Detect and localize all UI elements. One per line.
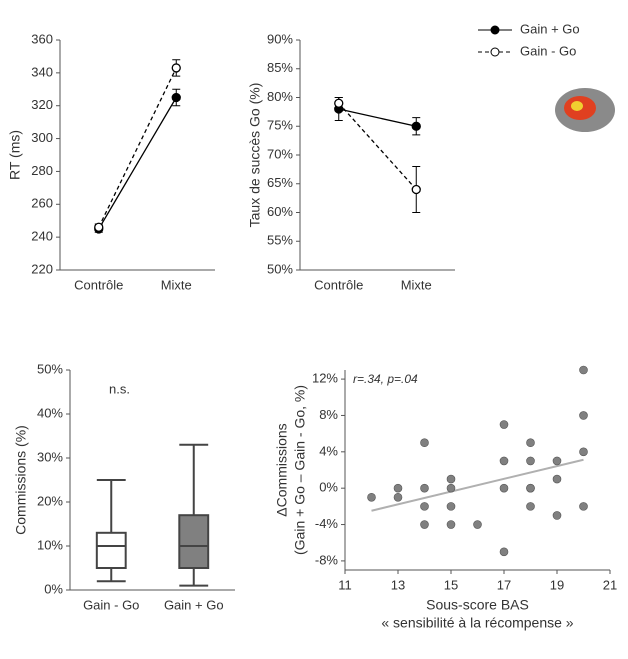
series-line (338, 108, 417, 127)
y-tick-label: 300 (31, 130, 53, 145)
y-tick-label: 340 (31, 64, 53, 79)
y-tick-label: 0% (319, 480, 338, 495)
y-tick-label: 90% (267, 31, 293, 46)
legend-marker (490, 25, 500, 35)
point (499, 547, 509, 557)
y-tick-label: 12% (312, 371, 338, 386)
point (579, 502, 588, 511)
x-tick-label: Contrôle (314, 277, 363, 292)
series-line (98, 97, 177, 230)
point (473, 520, 482, 529)
point (526, 456, 535, 466)
y-tick-label: 50% (267, 261, 293, 276)
point (579, 411, 588, 420)
marker (334, 98, 344, 108)
marker (411, 184, 421, 195)
legend-marker (490, 47, 500, 57)
x-tick-label: 11 (338, 577, 352, 592)
y-tick-label: 320 (31, 97, 53, 112)
y-tick-label: 80% (267, 89, 293, 104)
x-tick-label: Contrôle (74, 277, 123, 292)
point (446, 483, 456, 493)
point (420, 438, 429, 448)
y-tick-label: 0% (44, 581, 63, 596)
marker (94, 222, 104, 232)
y-tick-label: 20% (37, 493, 63, 508)
x-tick-label: Gain - Go (83, 597, 139, 612)
x-axis-label: « sensibilité à la récompense » (381, 615, 573, 631)
point (499, 456, 509, 466)
marker (171, 63, 181, 73)
y-tick-label: 280 (31, 163, 53, 178)
point (420, 520, 429, 529)
y-tick-label: -8% (315, 552, 339, 567)
x-tick-label: 15 (444, 577, 458, 592)
legend-label: Gain - Go (520, 43, 576, 58)
point (367, 492, 376, 502)
y-tick-label: 260 (31, 196, 53, 211)
x-tick-label: Mixte (401, 277, 432, 292)
y-tick-label: 75% (267, 118, 293, 133)
point (552, 456, 562, 466)
box (178, 514, 210, 570)
point (526, 438, 535, 448)
y-tick-label: 85% (267, 60, 293, 75)
y-tick-label: 360 (31, 31, 53, 46)
point (526, 483, 535, 493)
marker (171, 92, 181, 103)
point (420, 502, 429, 511)
x-tick-label: Gain + Go (164, 597, 224, 612)
y-axis-label: Commissions (%) (13, 425, 29, 535)
y-tick-label: 8% (319, 407, 338, 422)
point (579, 447, 588, 457)
y-tick-label: 55% (267, 233, 293, 248)
x-tick-label: 21 (603, 577, 617, 592)
point (552, 511, 562, 520)
point (499, 420, 509, 429)
box (95, 531, 127, 569)
y-axis-label: (Gain + Go – Gain - Go, %) (292, 385, 308, 555)
annotation: n.s. (109, 381, 130, 396)
brain-thumbnail (555, 88, 615, 132)
y-axis-label: RT (ms) (7, 130, 23, 180)
point (446, 502, 456, 511)
point (446, 474, 456, 484)
series-line (338, 102, 417, 190)
x-tick-label: 19 (550, 577, 564, 592)
y-tick-label: 60% (267, 204, 293, 219)
y-axis-label: ΔCommissions (274, 423, 290, 516)
point (579, 365, 588, 375)
point (526, 502, 535, 511)
y-tick-label: 240 (31, 229, 53, 244)
marker (411, 121, 421, 131)
y-tick-label: 65% (267, 175, 293, 190)
y-tick-label: 4% (319, 443, 338, 458)
annotation: r=.34, p=.04 (353, 372, 418, 386)
x-tick-label: 13 (391, 577, 405, 592)
y-tick-label: 70% (267, 146, 293, 161)
x-axis-label: Sous-score BAS (426, 597, 529, 613)
y-tick-label: 40% (37, 405, 63, 420)
point (393, 483, 403, 493)
legend-label: Gain + Go (520, 21, 580, 36)
y-tick-label: 220 (31, 261, 53, 276)
point (420, 483, 429, 493)
y-tick-label: 30% (37, 449, 63, 464)
fit-line (371, 458, 584, 512)
point (499, 483, 509, 493)
y-tick-label: 50% (37, 361, 63, 376)
y-tick-label: -4% (315, 516, 339, 531)
series-line (98, 67, 177, 228)
point (446, 520, 456, 529)
y-tick-label: 10% (37, 537, 63, 552)
x-tick-label: 17 (497, 577, 511, 592)
x-tick-label: Mixte (161, 277, 192, 292)
point (393, 492, 403, 502)
y-axis-label: Taux de succès Go (%) (247, 83, 263, 228)
point (552, 474, 562, 484)
